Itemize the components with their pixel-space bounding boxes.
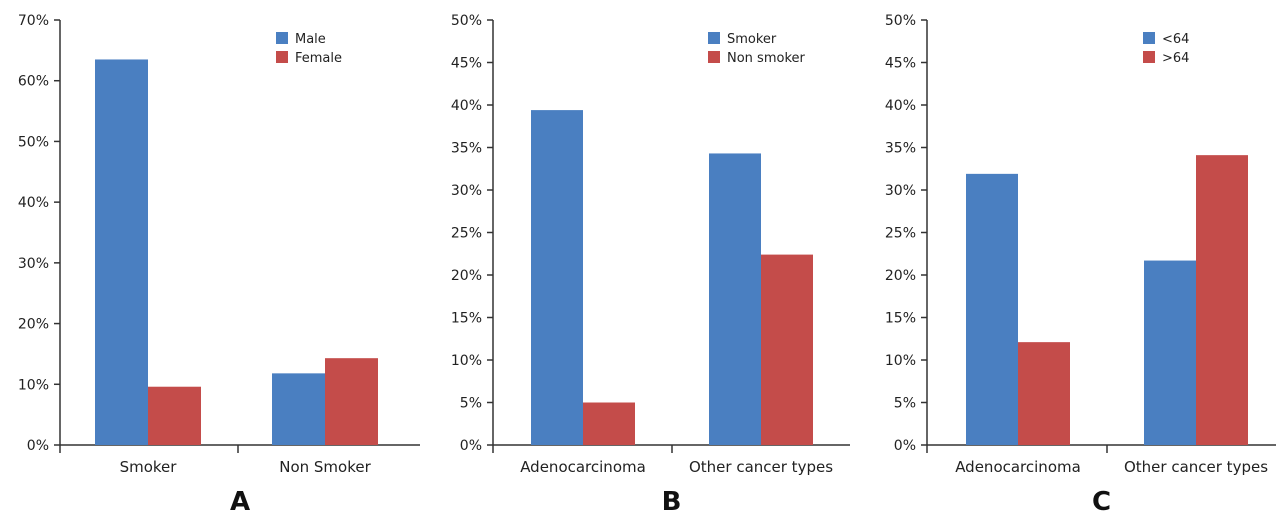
y-tick-label: 50% bbox=[18, 134, 49, 150]
y-tick-label: 5% bbox=[894, 396, 916, 412]
panel-label: A bbox=[230, 487, 250, 517]
bar-series2-1 bbox=[325, 358, 378, 445]
chart-panel-c: 0% 5% 10% 15% 20% 25% 30% 35% 40% 45% 50% Adenocarc… bbox=[885, 13, 1276, 517]
bar-series2-1 bbox=[1196, 155, 1248, 445]
y-tick-label: 10% bbox=[885, 353, 916, 369]
y-tick-label: 35% bbox=[451, 141, 482, 157]
y-tick-label: 70% bbox=[18, 13, 49, 29]
y-tick-label: 0% bbox=[894, 438, 916, 454]
legend-swatch bbox=[276, 51, 288, 63]
bar-series1-1 bbox=[709, 153, 761, 445]
bar-series1-0 bbox=[95, 59, 148, 445]
y-tick-label: 50% bbox=[885, 13, 916, 29]
y-tick-label: 60% bbox=[18, 74, 49, 90]
chart-panel-b: 0% 5% 10% 15% 20% 25% 30% 35% 40% 45% 50% Adenocarc… bbox=[451, 13, 850, 517]
legend-label: Female bbox=[295, 51, 342, 66]
legend-swatch bbox=[1143, 32, 1155, 44]
y-tick-label: 35% bbox=[885, 141, 916, 157]
y-tick-label: 5% bbox=[460, 396, 482, 412]
y-tick-label: 30% bbox=[885, 183, 916, 199]
x-category-label: Other cancer types bbox=[1124, 458, 1268, 476]
bar-series1-0 bbox=[966, 173, 1018, 445]
legend-swatch bbox=[1143, 51, 1155, 63]
y-tick-label: 40% bbox=[18, 195, 49, 211]
y-tick-label: 20% bbox=[451, 268, 482, 284]
y-tick-label: 45% bbox=[885, 56, 916, 72]
legend-label: >64 bbox=[1162, 51, 1189, 66]
y-tick-label: 0% bbox=[460, 438, 482, 454]
legend-swatch bbox=[276, 32, 288, 44]
y-tick-label: 30% bbox=[451, 183, 482, 199]
bar-series1-1 bbox=[272, 373, 325, 445]
x-category-label: Adenocarcinoma bbox=[520, 458, 646, 476]
bar-series2-1 bbox=[761, 254, 813, 445]
bar-series2-0 bbox=[583, 402, 635, 445]
legend-label: <64 bbox=[1162, 32, 1189, 47]
y-tick-label: 45% bbox=[451, 56, 482, 72]
panel-label: B bbox=[662, 487, 682, 517]
x-category-label: Non Smoker bbox=[279, 458, 371, 476]
panel-label: C bbox=[1092, 487, 1111, 517]
y-tick-label: 25% bbox=[885, 226, 916, 242]
y-tick-label: 15% bbox=[451, 311, 482, 327]
y-tick-label: 40% bbox=[451, 98, 482, 114]
y-tick-label: 30% bbox=[18, 256, 49, 272]
y-tick-label: 40% bbox=[885, 98, 916, 114]
y-tick-label: 20% bbox=[885, 268, 916, 284]
x-category-label: Other cancer types bbox=[689, 458, 833, 476]
y-tick-label: 0% bbox=[27, 438, 49, 454]
y-tick-label: 15% bbox=[885, 311, 916, 327]
legend-label: Smoker bbox=[727, 32, 777, 47]
legend-label: Male bbox=[295, 32, 326, 47]
chart-panel-a: 0% 10% 20% 30% 40% 50% 60% 70% Smoker Non Smoker M… bbox=[18, 13, 420, 517]
bar-series1-1 bbox=[1144, 260, 1196, 445]
bar-series2-0 bbox=[148, 386, 201, 445]
x-category-label: Smoker bbox=[120, 458, 178, 476]
x-category-label: Adenocarcinoma bbox=[955, 458, 1081, 476]
legend-label: Non smoker bbox=[727, 51, 806, 66]
y-tick-label: 20% bbox=[18, 317, 49, 333]
y-tick-label: 10% bbox=[451, 353, 482, 369]
bar-series1-0 bbox=[531, 110, 583, 445]
y-tick-label: 25% bbox=[451, 226, 482, 242]
y-tick-label: 50% bbox=[451, 13, 482, 29]
bar-series2-0 bbox=[1018, 342, 1070, 445]
y-tick-label: 10% bbox=[18, 377, 49, 393]
legend-swatch bbox=[708, 32, 720, 44]
legend-swatch bbox=[708, 51, 720, 63]
